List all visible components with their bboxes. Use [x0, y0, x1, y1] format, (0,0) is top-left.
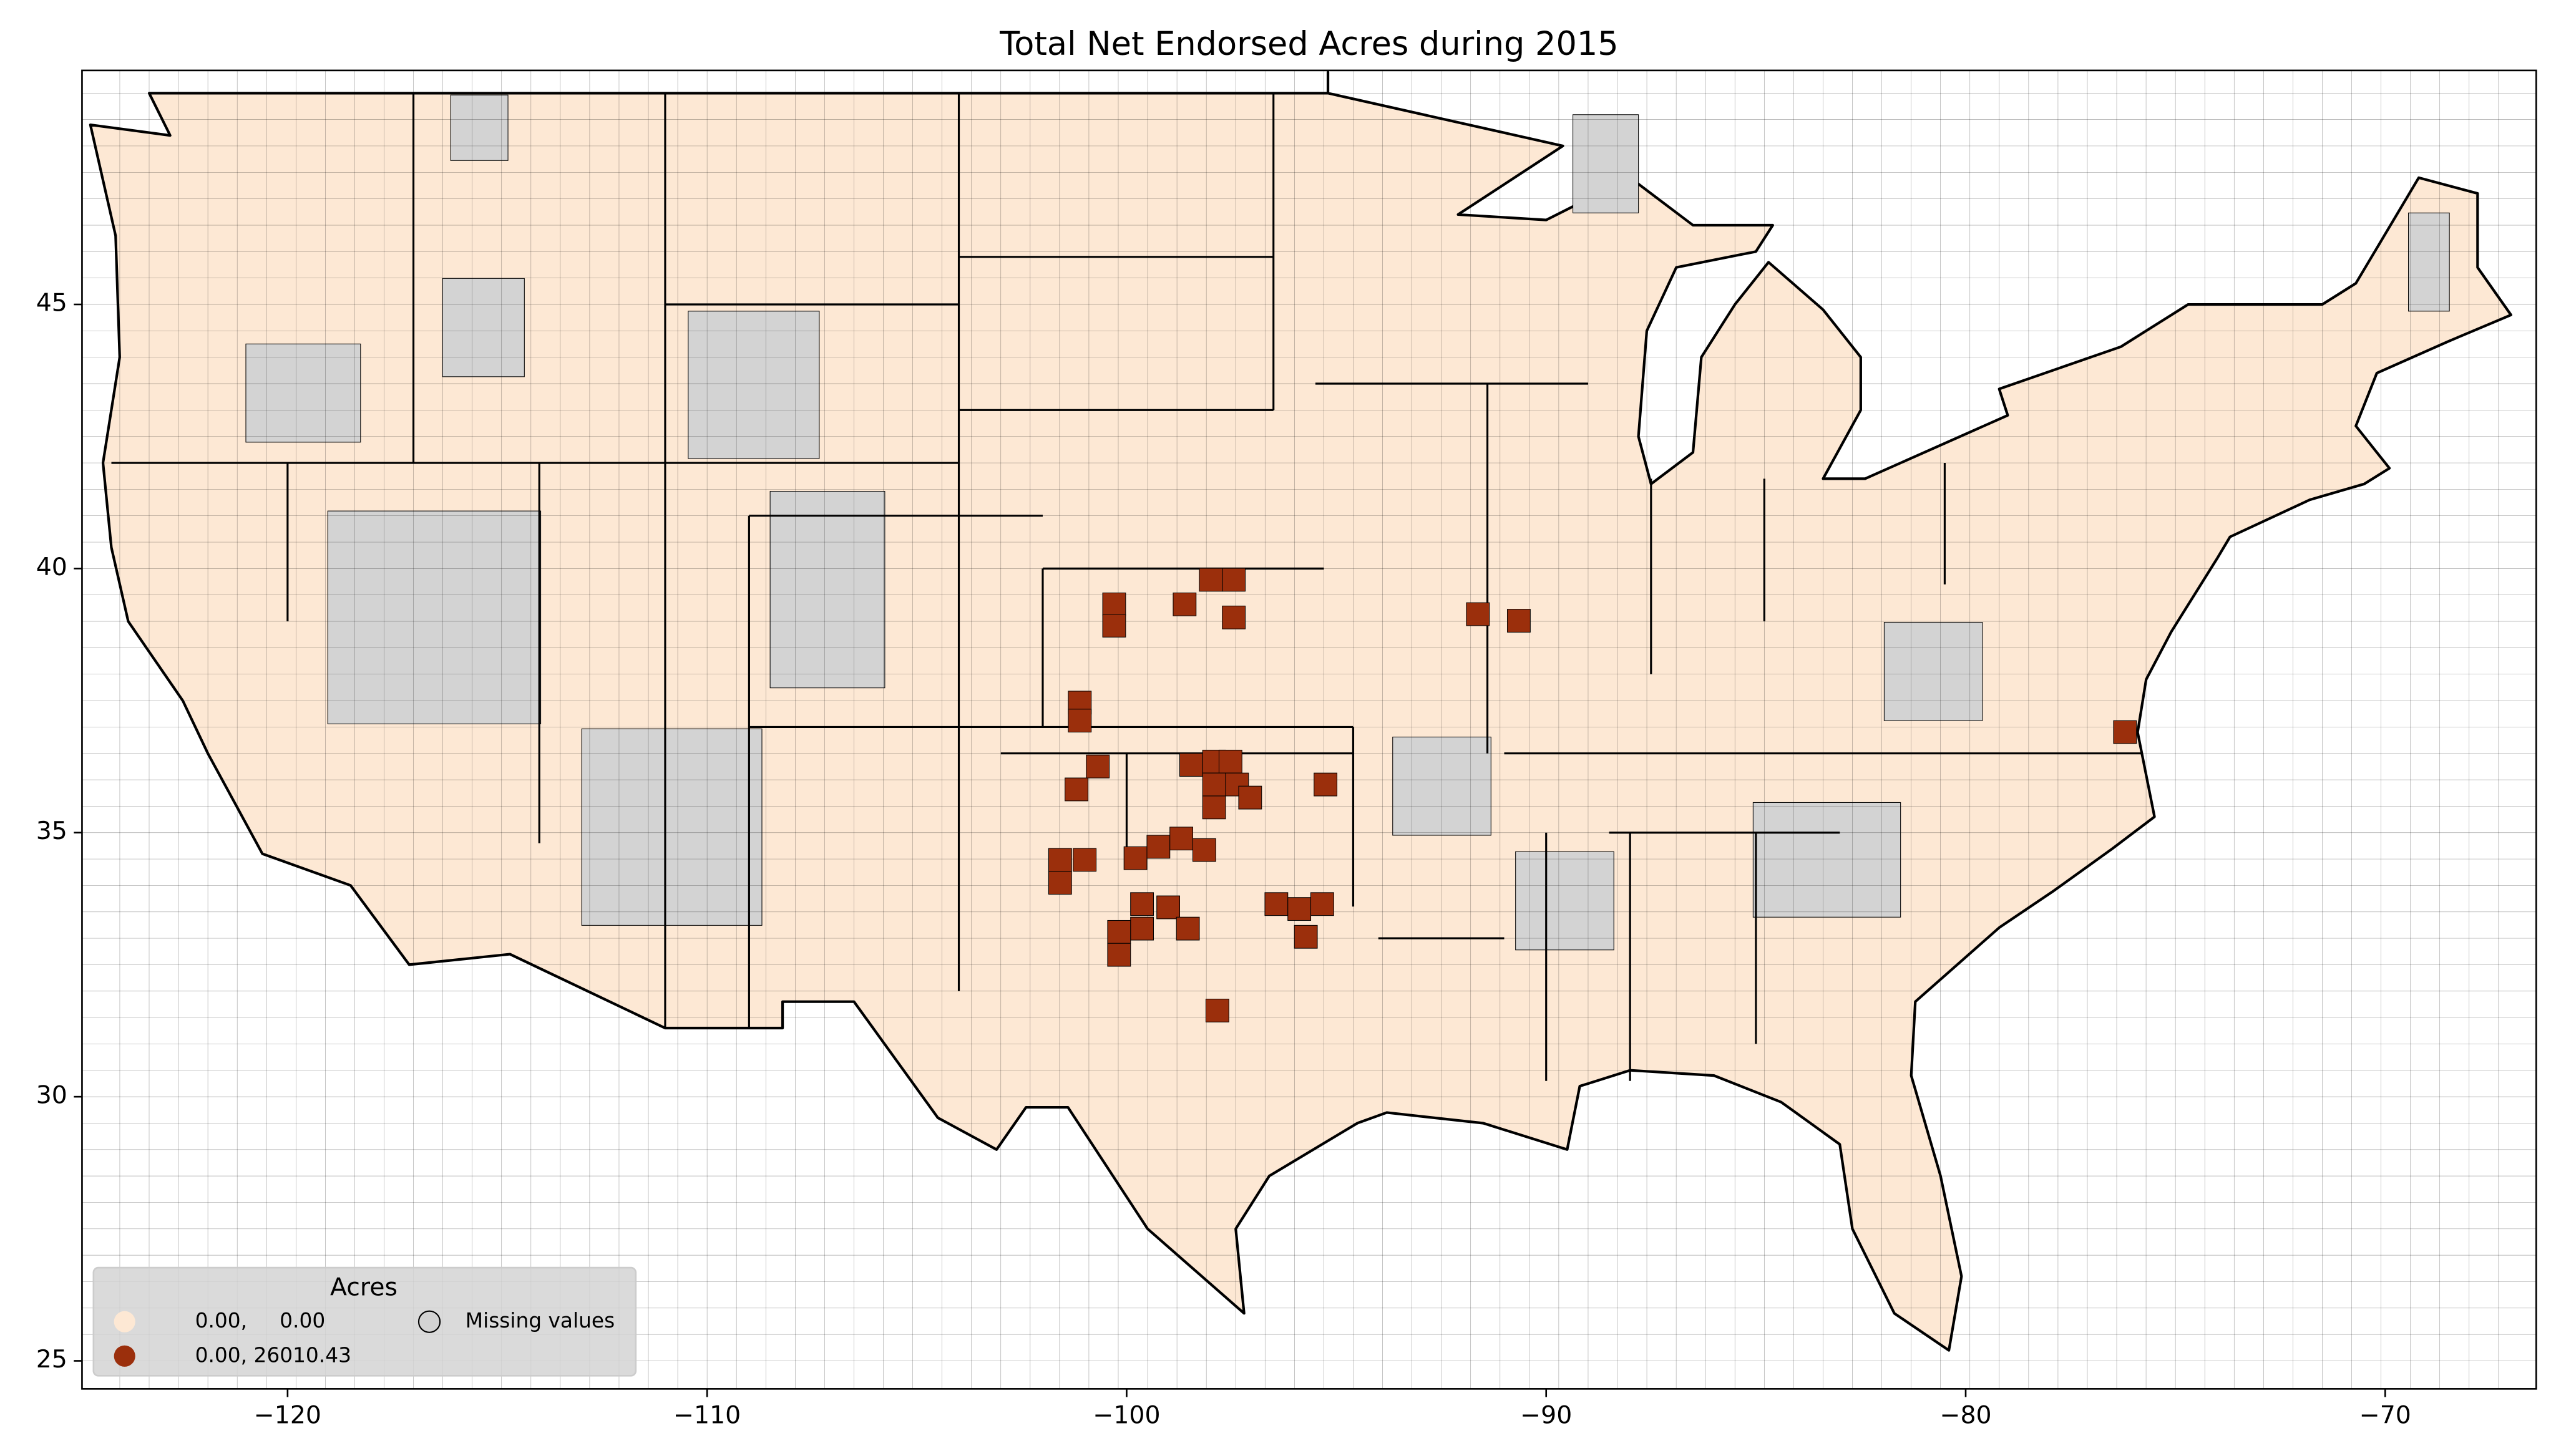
legend-label: 0.00, 0.00	[195, 1309, 326, 1332]
high-value-county	[1202, 772, 1226, 797]
high-value-county	[1123, 846, 1148, 870]
missing-area	[688, 311, 820, 459]
high-value-county	[1202, 795, 1226, 820]
high-value-county	[1205, 998, 1229, 1022]
high-value-county	[1048, 848, 1072, 872]
y-tick-label: 40	[36, 553, 67, 581]
plot-frame	[81, 69, 2537, 1390]
missing-area	[581, 728, 763, 926]
legend-marker	[114, 1311, 135, 1332]
high-value-county	[1179, 753, 1203, 777]
high-value-county	[1287, 897, 1312, 921]
high-value-county	[1507, 609, 1531, 633]
high-value-county	[1102, 592, 1126, 616]
high-value-county	[1294, 925, 1318, 949]
high-value-county	[1238, 785, 1262, 810]
high-value-county	[1199, 568, 1223, 592]
high-value-county	[1130, 892, 1154, 916]
x-tick-label: −110	[673, 1400, 741, 1429]
missing-area	[1752, 802, 1901, 918]
x-tick-label: −90	[1520, 1400, 1572, 1429]
high-value-county	[1102, 614, 1126, 638]
map-layer	[82, 70, 2537, 1389]
high-value-county	[1173, 592, 1197, 616]
high-value-county	[1107, 943, 1131, 967]
high-value-county	[1130, 916, 1154, 941]
high-value-county	[1169, 827, 1194, 851]
y-tick-label: 35	[36, 817, 67, 845]
high-value-county	[2113, 720, 2137, 744]
high-value-county	[1086, 754, 1110, 779]
high-value-county	[1156, 895, 1180, 920]
x-tick-label: −120	[254, 1400, 321, 1429]
high-value-county	[1065, 777, 1088, 802]
missing-area	[245, 343, 361, 443]
legend-title: Acres	[330, 1273, 398, 1302]
high-value-county	[1068, 709, 1092, 733]
y-tick-label: 30	[36, 1081, 67, 1110]
legend-marker	[114, 1345, 135, 1367]
high-value-county	[1310, 892, 1334, 916]
missing-area	[327, 510, 542, 724]
missing-area	[450, 94, 509, 161]
missing-area	[2408, 212, 2450, 312]
high-value-county	[1146, 835, 1171, 859]
legend-label: 0.00, 26010.43	[195, 1343, 351, 1367]
legend-box	[92, 1266, 637, 1377]
map-title: Total Net Endorsed Acres during 2015	[999, 25, 1619, 63]
x-tick-label: −80	[1939, 1400, 1991, 1429]
high-value-county	[1222, 605, 1246, 629]
high-value-county	[1218, 749, 1242, 774]
legend-label: Missing values	[466, 1309, 615, 1332]
high-value-county	[1048, 871, 1072, 895]
x-tick-label: −70	[2359, 1400, 2411, 1429]
high-value-county	[1073, 848, 1097, 872]
high-value-county	[1314, 772, 1338, 797]
missing-area	[1392, 736, 1491, 836]
x-tick-label: −100	[1093, 1400, 1160, 1429]
high-value-county	[1176, 916, 1200, 941]
y-tick-label: 25	[36, 1345, 67, 1374]
legend-marker	[417, 1310, 441, 1333]
missing-area	[769, 491, 885, 689]
high-value-county	[1466, 602, 1490, 626]
missing-area	[1515, 851, 1614, 951]
high-value-county	[1192, 838, 1216, 862]
high-value-county	[1264, 892, 1289, 916]
missing-area	[1573, 114, 1639, 213]
missing-area	[442, 278, 525, 377]
y-tick-label: 45	[36, 288, 67, 317]
high-value-county	[1107, 920, 1131, 944]
missing-area	[1883, 622, 1983, 721]
high-value-county	[1222, 568, 1246, 592]
